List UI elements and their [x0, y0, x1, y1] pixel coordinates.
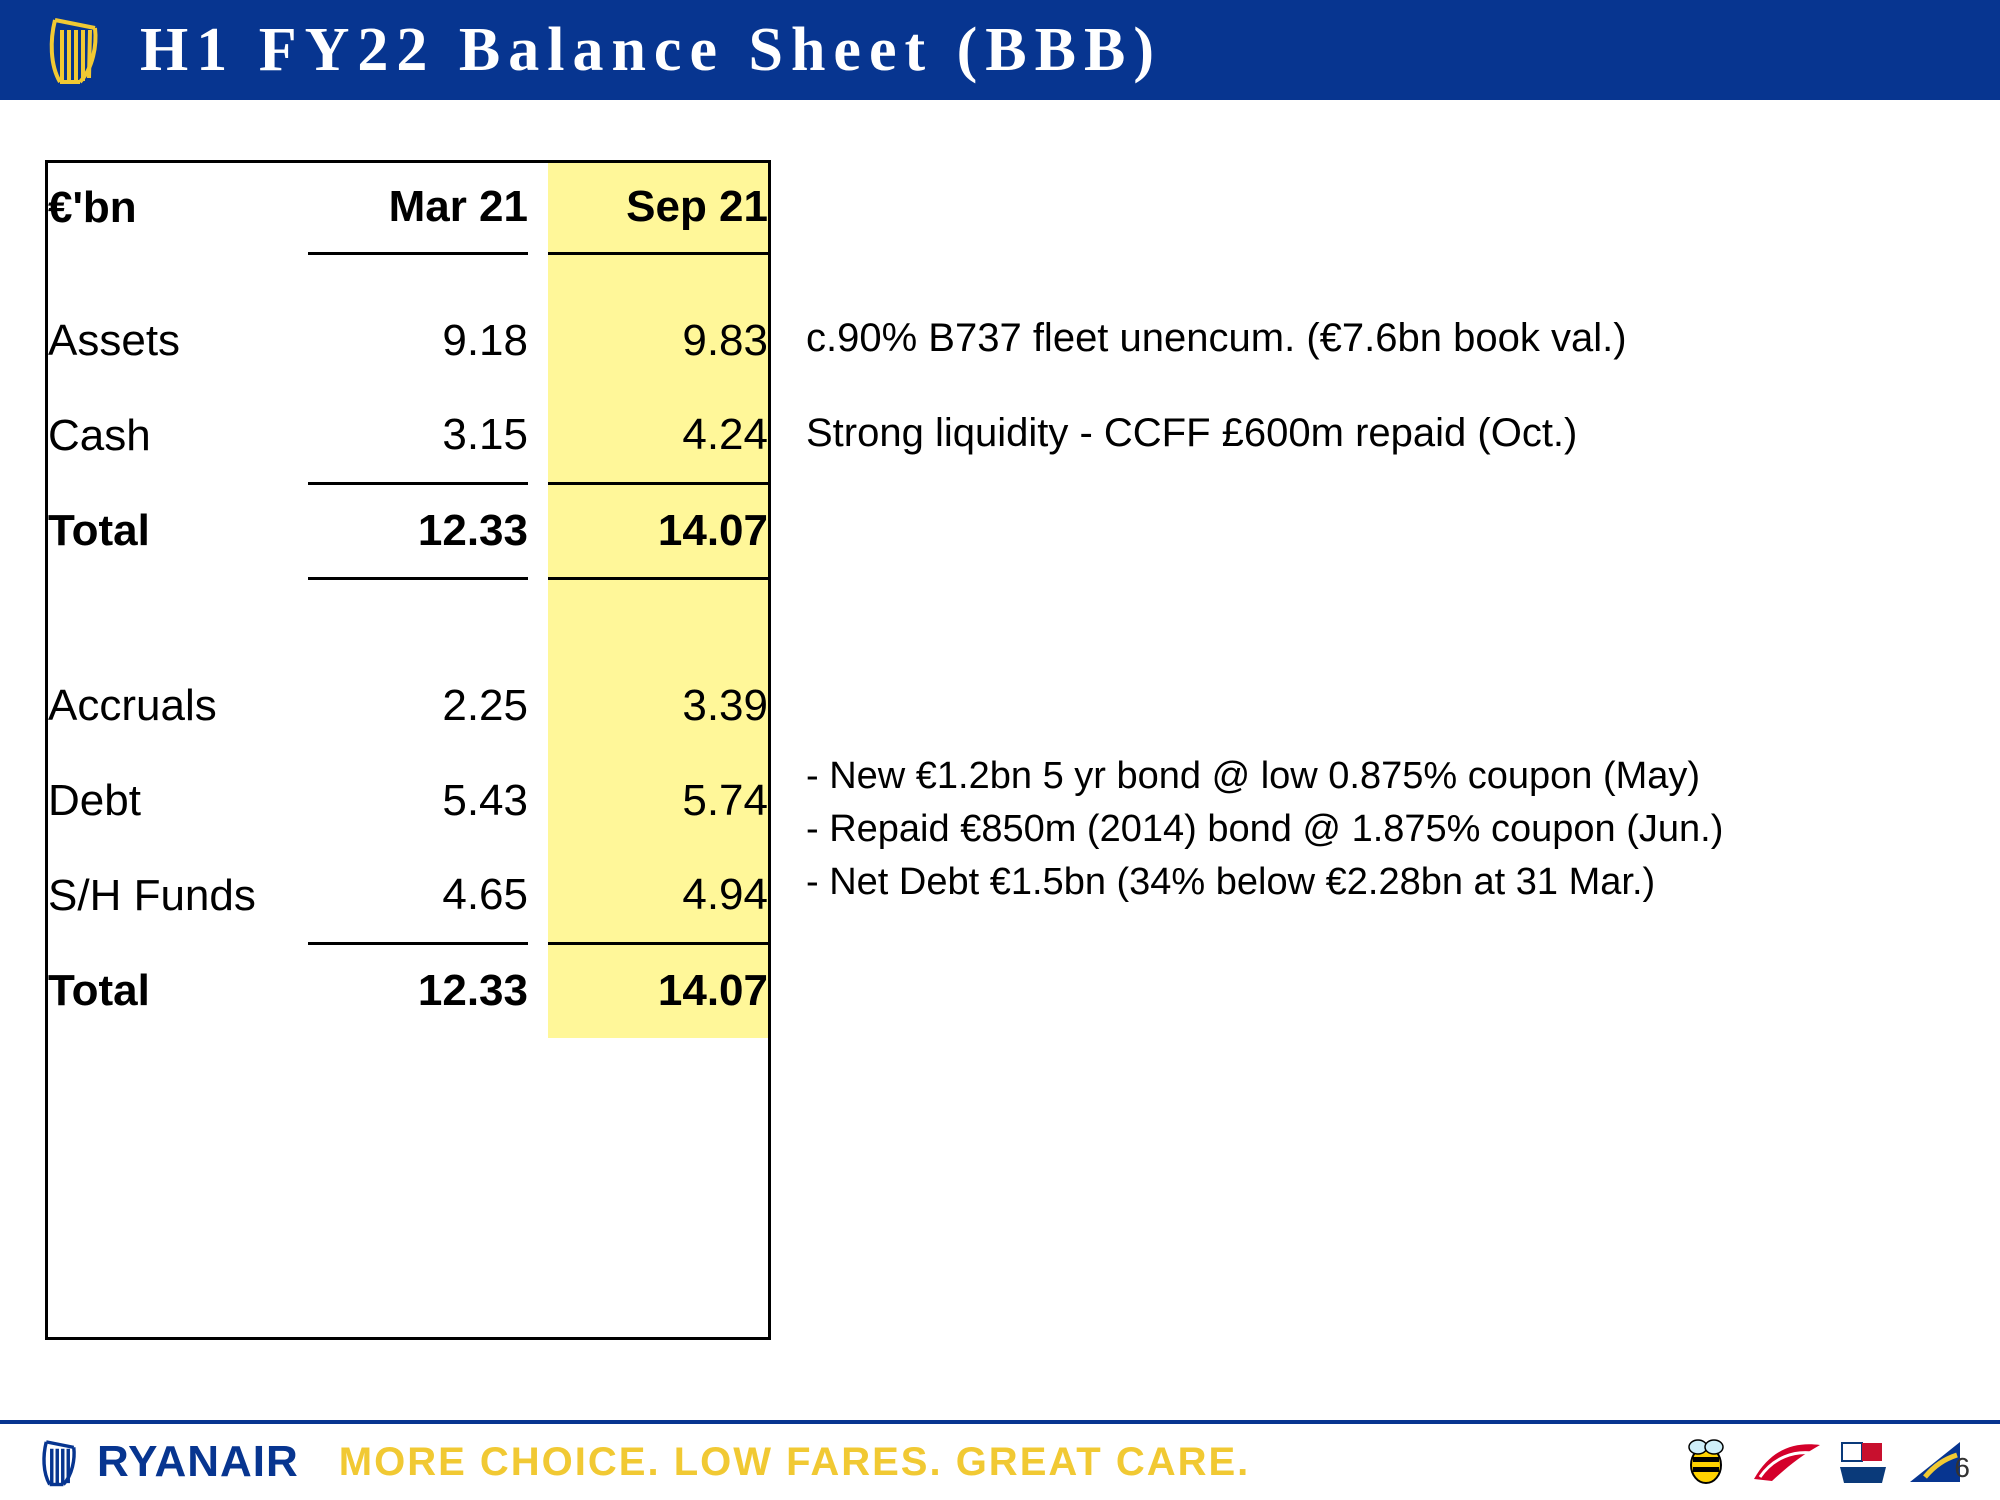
row-c1: 12.33	[308, 943, 528, 1038]
col2-header: Sep 21	[548, 163, 768, 253]
notes-column: c.90% B737 fleet unencum. (€7.6bn book v…	[771, 160, 1955, 1340]
table-row: Cash 3.15 4.24	[48, 388, 768, 483]
row-c2: 4.94	[548, 848, 768, 943]
table-row: Total 12.33 14.07	[48, 943, 768, 1038]
content-area: €'bn Mar 21 Sep 21 Assets 9.18 9.83 Cash…	[45, 160, 1955, 1340]
page-number: 6	[1954, 1452, 1970, 1484]
row-c1: 5.43	[308, 753, 528, 848]
footer-logo: RYANAIR	[35, 1435, 299, 1490]
row-c2: 4.24	[548, 388, 768, 483]
row-c2: 14.07	[548, 943, 768, 1038]
row-label: Cash	[48, 388, 308, 483]
row-c2: 5.74	[548, 753, 768, 848]
buzz-logo-icon	[1680, 1437, 1738, 1487]
table-row: Debt 5.43 5.74	[48, 753, 768, 848]
row-c1: 4.65	[308, 848, 528, 943]
title-bar: H1 FY22 Balance Sheet (BBB)	[0, 0, 2000, 100]
row-label: Assets	[48, 293, 308, 388]
footer-brand-text: RYANAIR	[97, 1437, 299, 1487]
unit-header: €'bn	[48, 163, 308, 253]
footer-bar: RYANAIR MORE CHOICE. LOW FARES. GREAT CA…	[0, 1420, 2000, 1500]
slide-title: H1 FY22 Balance Sheet (BBB)	[140, 15, 1162, 86]
table-row: Total 12.33 14.07	[48, 483, 768, 578]
row-label: Debt	[48, 753, 308, 848]
note-debt-line: - Repaid €850m (2014) bond @ 1.875% coup…	[806, 803, 1955, 856]
lauda-logo-icon	[1752, 1437, 1822, 1487]
row-label: Total	[48, 943, 308, 1038]
note-cash: Strong liquidity - CCFF £600m repaid (Oc…	[806, 385, 1955, 480]
slide: H1 FY22 Balance Sheet (BBB) €'bn Mar 21 …	[0, 0, 2000, 1500]
subsidiary-logos	[1680, 1437, 1965, 1487]
footer-tagline: MORE CHOICE. LOW FARES. GREAT CARE.	[339, 1440, 1251, 1485]
row-c2: 3.39	[548, 658, 768, 753]
harp-icon	[40, 10, 110, 90]
row-c2: 14.07	[548, 483, 768, 578]
row-label: Accruals	[48, 658, 308, 753]
note-debt-block: - New €1.2bn 5 yr bond @ low 0.875% coup…	[806, 750, 1955, 910]
row-c2: 9.83	[548, 293, 768, 388]
row-c1: 2.25	[308, 658, 528, 753]
note-debt-line: - Net Debt €1.5bn (34% below €2.28bn at …	[806, 856, 1955, 909]
col1-header: Mar 21	[308, 163, 528, 253]
note-assets: c.90% B737 fleet unencum. (€7.6bn book v…	[806, 290, 1955, 385]
row-c1: 12.33	[308, 483, 528, 578]
row-label: S/H Funds	[48, 848, 308, 943]
row-c1: 3.15	[308, 388, 528, 483]
table-row: Assets 9.18 9.83	[48, 293, 768, 388]
harp-icon	[35, 1435, 85, 1490]
note-debt-line: - New €1.2bn 5 yr bond @ low 0.875% coup…	[806, 750, 1955, 803]
balance-sheet-table: €'bn Mar 21 Sep 21 Assets 9.18 9.83 Cash…	[45, 160, 771, 1340]
row-label: Total	[48, 483, 308, 578]
maltaair-logo-icon	[1836, 1437, 1891, 1487]
row-c1: 9.18	[308, 293, 528, 388]
table-row: Accruals 2.25 3.39	[48, 658, 768, 753]
table-row: S/H Funds 4.65 4.94	[48, 848, 768, 943]
